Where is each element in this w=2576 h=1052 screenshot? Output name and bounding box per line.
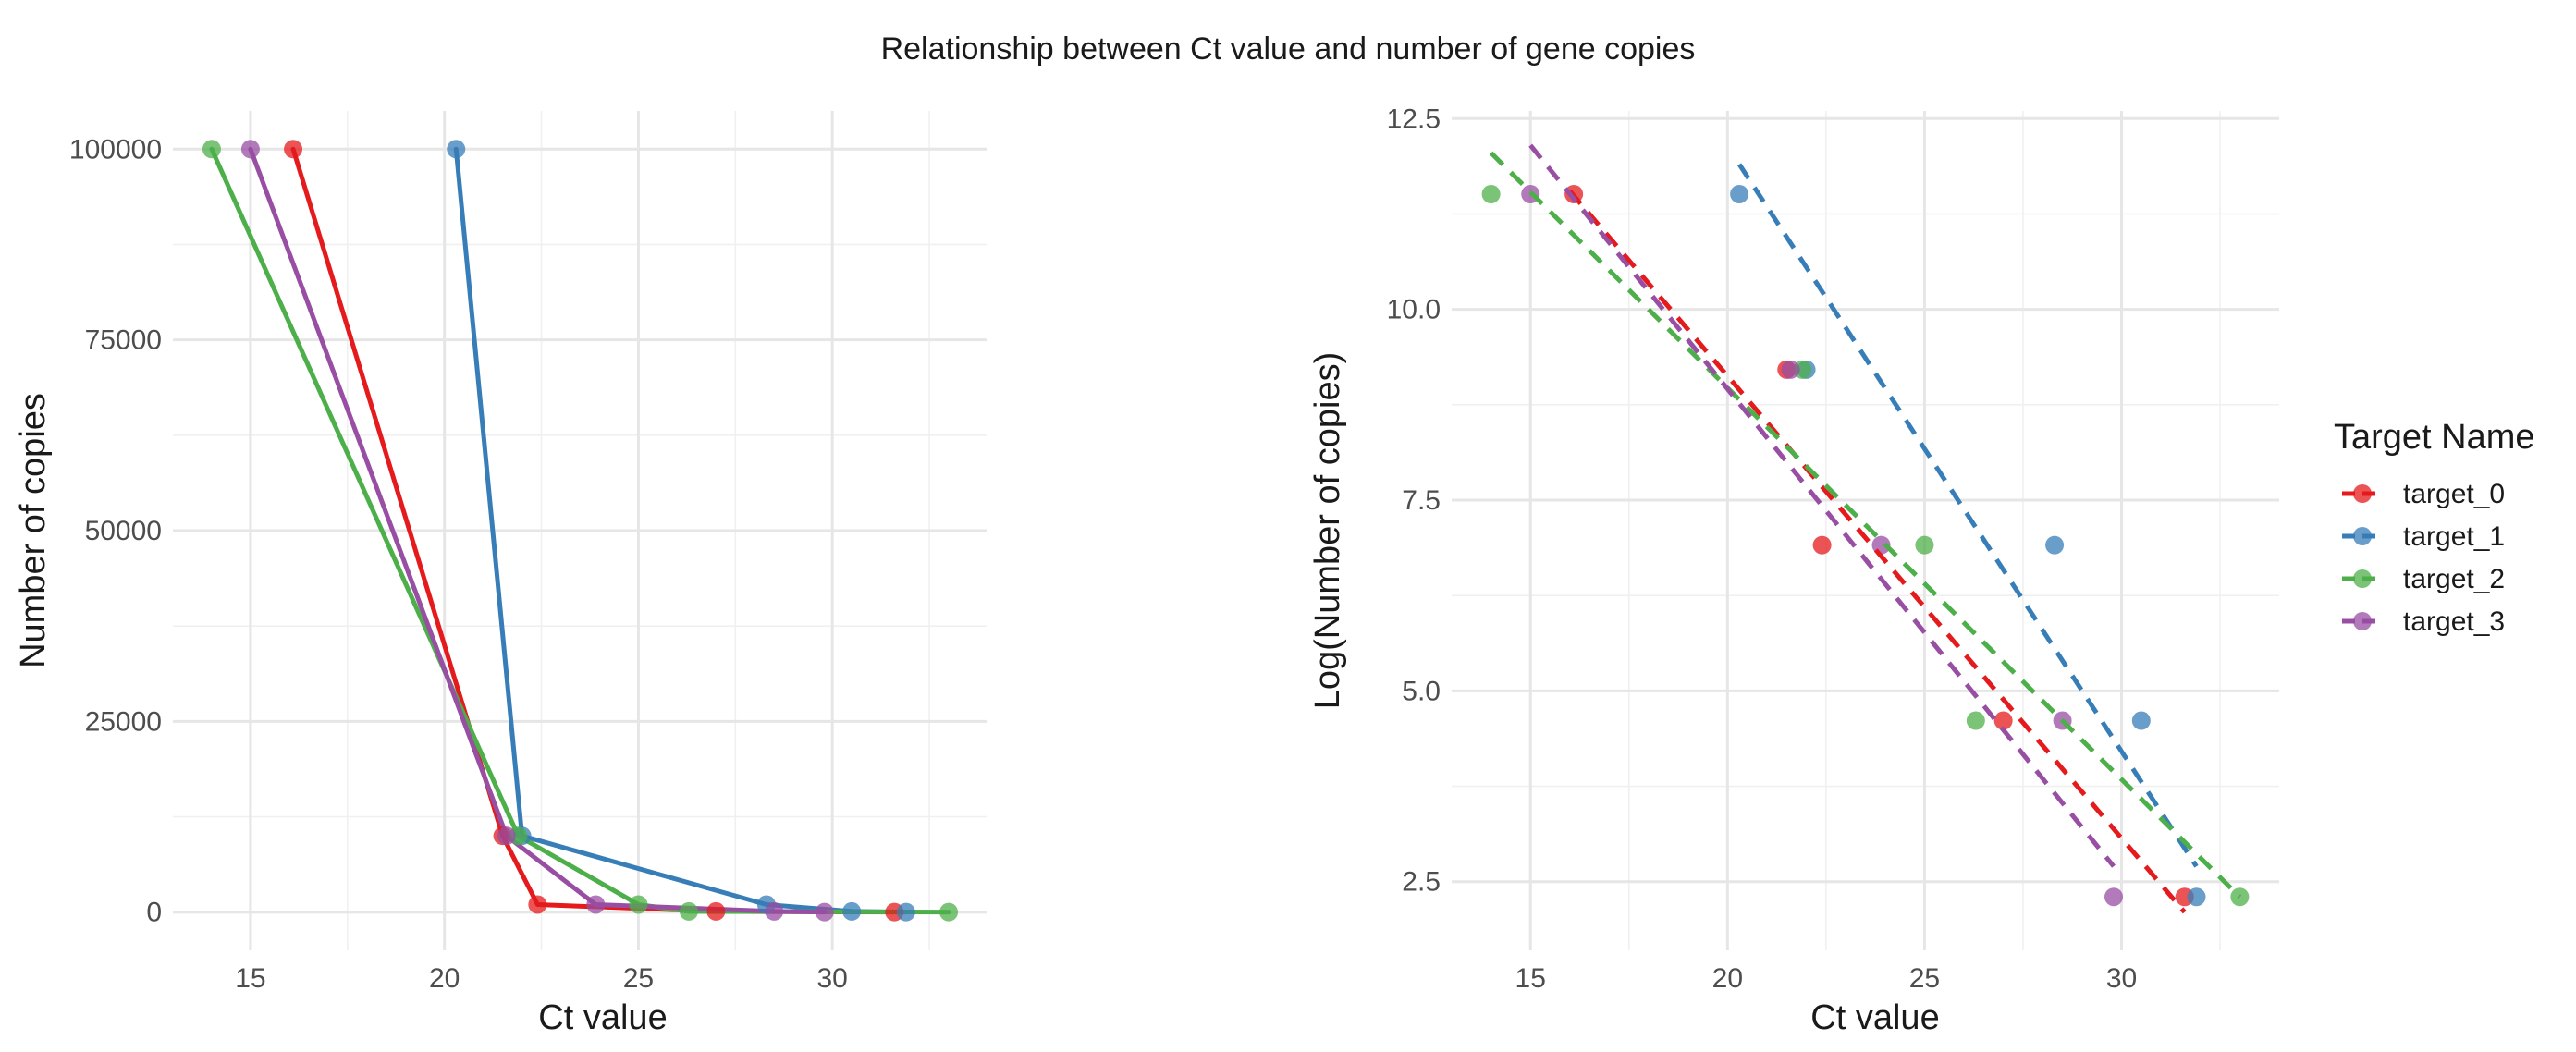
- right-gridlines: [1452, 111, 2279, 950]
- fit-line-target_2: [1489, 151, 2242, 899]
- chart-panel-copies: 0 25000 50000 75000 100000 15 20 25 30 Ct value…: [14, 111, 987, 1037]
- legend-label: target_1: [2403, 521, 2505, 552]
- right-y-tick-label: 7.5: [1402, 485, 1441, 516]
- legend-key-point: [2353, 527, 2372, 545]
- fit-line-target_0: [1567, 190, 2187, 914]
- legend-key-point: [2353, 612, 2372, 630]
- data-point-target_2-3: [1966, 711, 1985, 730]
- legend-label: target_0: [2403, 479, 2505, 509]
- data-point-target_1-3: [2131, 711, 2151, 730]
- data-point-target_0-0: [284, 140, 303, 159]
- right-x-axis-title: Ct value: [1810, 998, 1939, 1037]
- legend-title: Target Name: [2334, 418, 2535, 457]
- chart-panel-log-copies: 2.5 5.0 7.5 10.0 12.5 15 20 25 30 Ct value Log(…: [1308, 104, 2279, 1037]
- left-x-tick-label: 30: [817, 963, 848, 994]
- right-x-tick-label: 20: [1712, 963, 1743, 994]
- data-point-target_1-0: [447, 140, 466, 159]
- right-x-tick-label: 30: [2106, 963, 2137, 994]
- data-point-target_3-2: [586, 895, 606, 914]
- left-gridlines: [173, 111, 987, 950]
- data-point-target_3-1: [497, 826, 516, 846]
- left-y-tick-label: 25000: [85, 706, 162, 737]
- legend-label: target_2: [2403, 564, 2505, 594]
- fit-line-target_1: [1737, 163, 2199, 868]
- left-y-axis-title: Number of copies: [14, 393, 53, 668]
- right-y-tick-labels: 2.5 5.0 7.5 10.0 12.5: [1387, 104, 1441, 897]
- data-point-target_2-0: [1481, 184, 1501, 203]
- data-point-target_0-2: [1812, 535, 1832, 555]
- left-x-tick-label: 15: [235, 963, 265, 994]
- legend-items: target_0 target_1 target_2 target_3: [2342, 479, 2505, 637]
- left-y-tick-label: 0: [146, 898, 162, 928]
- data-point-target_2-3: [679, 901, 698, 921]
- right-y-tick-label: 5.0: [1402, 676, 1441, 706]
- data-point-target_3-4: [815, 902, 834, 922]
- left-x-axis-title: Ct value: [538, 998, 667, 1037]
- left-y-tick-label: 50000: [85, 516, 162, 546]
- data-point-target_2-4: [939, 902, 959, 922]
- legend-label: target_3: [2403, 606, 2505, 637]
- right-y-tick-label: 12.5: [1387, 104, 1441, 134]
- data-point-target_2-0: [202, 140, 221, 159]
- data-point-target_3-4: [2104, 887, 2123, 907]
- right-y-tick-label: 2.5: [1402, 867, 1441, 898]
- data-point-target_0-3: [706, 901, 726, 921]
- data-point-target_0-3: [1993, 711, 2013, 730]
- left-x-tick-label: 20: [429, 963, 460, 994]
- data-point-target_0-2: [528, 895, 547, 914]
- data-point-target_1-4: [2187, 887, 2206, 907]
- data-point-target_3-1: [1781, 360, 1800, 379]
- left-x-tick-labels: 15 20 25 30: [235, 963, 848, 994]
- right-y-tick-label: 10.0: [1387, 295, 1441, 325]
- right-y-axis-title: Log(Number of copies): [1308, 352, 1347, 710]
- legend-key-point: [2353, 484, 2372, 503]
- data-point-target_3-0: [240, 140, 260, 159]
- legend-entry-target_2: target_2: [2342, 564, 2505, 594]
- right-x-tick-labels: 15 20 25 30: [1515, 963, 2138, 994]
- left-y-tick-label: 75000: [85, 325, 162, 356]
- data-point-target_1-2: [2045, 535, 2065, 555]
- left-x-tick-label: 25: [623, 963, 654, 994]
- legend-entry-target_1: target_1: [2342, 521, 2505, 552]
- legend: Target Name target_0target_1target_2targ…: [2334, 418, 2535, 637]
- right-x-tick-label: 25: [1909, 963, 1940, 994]
- left-series-points: [202, 140, 959, 922]
- data-point-target_1-0: [1730, 184, 1749, 203]
- data-point-target_1-3: [842, 901, 862, 921]
- fit-line-target_3: [1528, 143, 2116, 868]
- data-point-target_2-2: [1915, 535, 1934, 555]
- legend-entry-target_0: target_0: [2342, 479, 2505, 509]
- figure-title: Relationship between Ct value and number…: [881, 31, 1696, 67]
- legend-key-point: [2353, 569, 2372, 588]
- data-point-target_3-3: [765, 901, 784, 921]
- data-point-target_1-4: [896, 902, 915, 922]
- data-point-target_2-2: [629, 895, 648, 914]
- right-fit-lines: [1489, 143, 2242, 914]
- left-y-tick-labels: 0 25000 50000 75000 100000: [69, 134, 162, 927]
- right-x-tick-label: 15: [1515, 963, 1546, 994]
- left-y-tick-label: 100000: [69, 134, 162, 165]
- legend-entry-target_3: target_3: [2342, 606, 2505, 637]
